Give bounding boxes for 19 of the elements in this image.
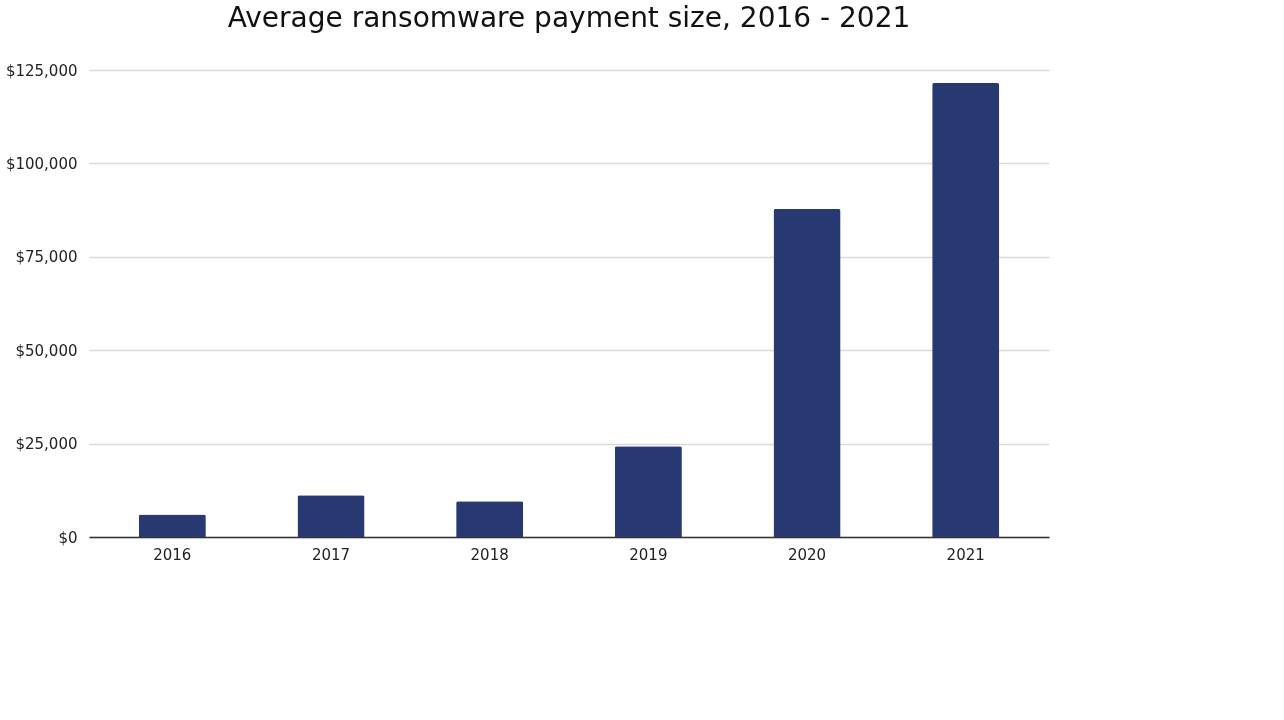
bar bbox=[138, 514, 206, 537]
y-tick-label: $0 bbox=[58, 528, 78, 547]
y-tick-label: $125,000 bbox=[5, 61, 78, 80]
y-tick-label: $75,000 bbox=[15, 248, 78, 267]
bar bbox=[614, 446, 682, 537]
bar bbox=[773, 208, 841, 537]
y-tick-label: $100,000 bbox=[5, 154, 78, 173]
x-tick-label: 2019 bbox=[629, 545, 668, 564]
x-tick-label: 2016 bbox=[153, 545, 192, 564]
x-tick-label: 2018 bbox=[470, 545, 509, 564]
y-tick-label: $50,000 bbox=[15, 341, 78, 360]
bar bbox=[456, 501, 524, 537]
x-tick-label: 2017 bbox=[311, 545, 351, 564]
y-tick-label: $25,000 bbox=[15, 435, 78, 454]
bar bbox=[297, 495, 365, 537]
x-tick-label: 2020 bbox=[787, 545, 827, 564]
bar bbox=[932, 83, 1000, 537]
chart-title: Average ransomware payment size, 2016 - 2021 bbox=[227, 1, 911, 34]
x-tick-label: 2021 bbox=[946, 545, 985, 564]
